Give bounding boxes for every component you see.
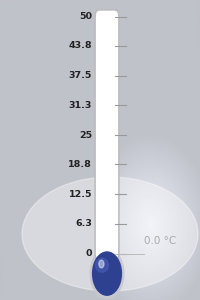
Text: 12.5: 12.5 — [68, 190, 92, 199]
Text: 25: 25 — [79, 130, 92, 140]
Text: 0: 0 — [86, 249, 92, 258]
Text: 18.8: 18.8 — [68, 160, 92, 169]
Ellipse shape — [22, 177, 198, 291]
Ellipse shape — [96, 258, 108, 272]
Text: 43.8: 43.8 — [68, 41, 92, 50]
Text: 50: 50 — [79, 12, 92, 21]
Text: 37.5: 37.5 — [69, 71, 92, 80]
Text: 31.3: 31.3 — [69, 100, 92, 109]
FancyBboxPatch shape — [95, 10, 119, 260]
Text: 6.3: 6.3 — [75, 219, 92, 228]
Text: 0.0 °C: 0.0 °C — [144, 236, 176, 247]
Circle shape — [99, 260, 104, 268]
Circle shape — [93, 252, 121, 295]
Circle shape — [90, 248, 124, 299]
